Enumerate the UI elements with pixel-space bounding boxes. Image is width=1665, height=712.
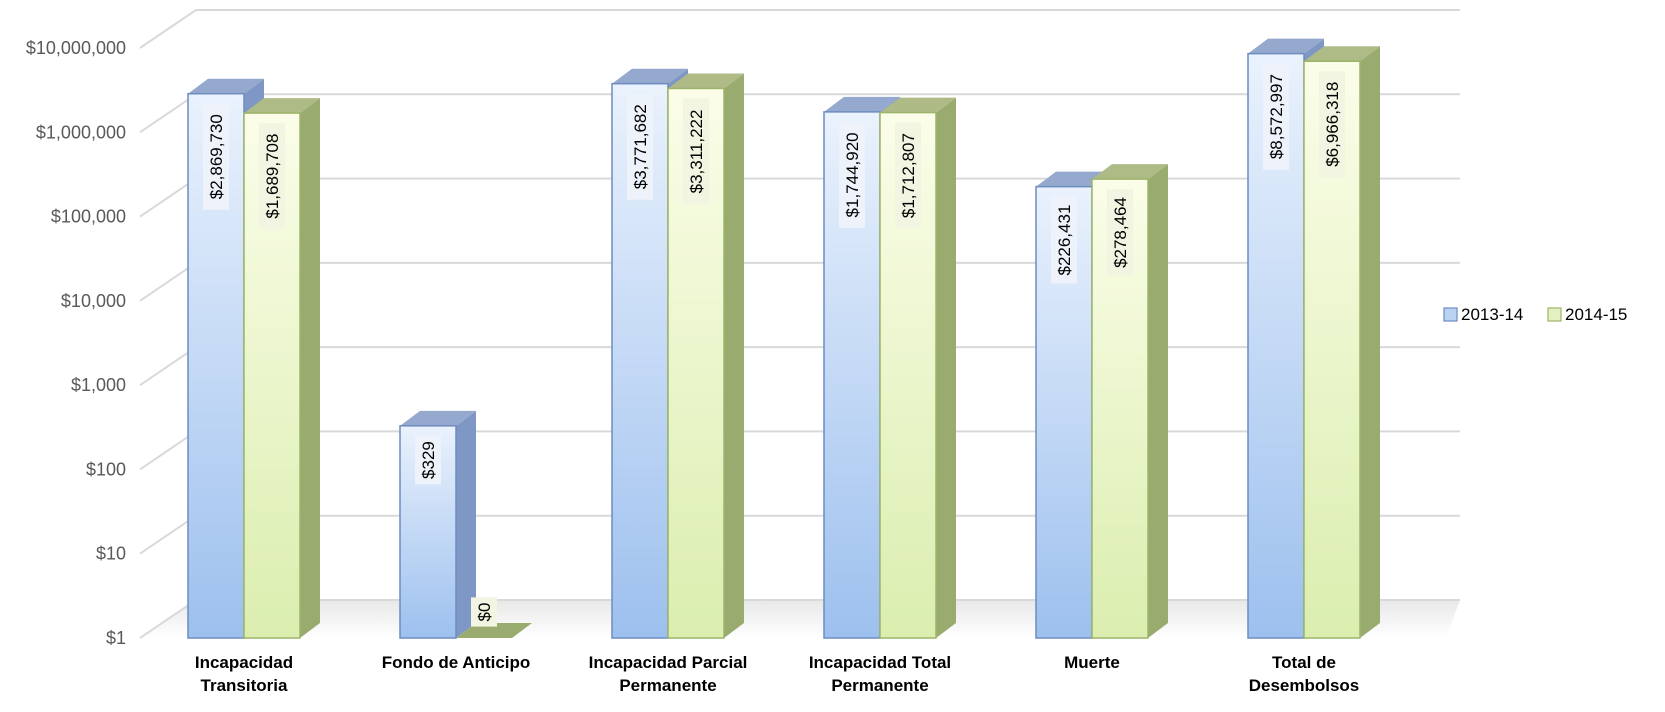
data-label-text: $2,869,730 <box>207 114 226 199</box>
bar-side <box>456 410 476 638</box>
data-label-text: $3,771,682 <box>631 104 650 189</box>
legend-swatch <box>1547 307 1562 322</box>
bar-side <box>936 97 956 639</box>
data-label-bg <box>203 103 229 210</box>
legend-label: 2013-14 <box>1461 305 1523 324</box>
data-label-bg <box>895 122 921 229</box>
data-label-bg <box>1107 189 1133 276</box>
data-label: $1,744,920 <box>839 121 865 228</box>
bar-top <box>824 96 900 112</box>
category-label: Fondo de Anticipo <box>382 653 531 672</box>
data-label-bg <box>839 121 865 228</box>
bar <box>456 623 532 638</box>
y-tick-label: $100,000 <box>51 207 126 227</box>
data-label-bg <box>259 123 285 230</box>
data-label-text: $3,311,222 <box>687 110 706 194</box>
bar-side <box>300 98 320 638</box>
category-label: Incapacidad Transitoria <box>195 653 293 695</box>
gridline-side <box>139 346 197 386</box>
y-tick-label: $10,000,000 <box>26 38 126 58</box>
gridline-side <box>139 262 197 302</box>
data-label: $1,689,708 <box>259 123 285 230</box>
data-label: $3,771,682 <box>627 93 653 200</box>
gridline-side <box>139 9 197 49</box>
bar-top <box>244 98 320 114</box>
bar-top <box>1092 164 1168 180</box>
bar-top <box>612 68 688 84</box>
bar-side <box>1148 164 1168 639</box>
gridline-side <box>139 430 197 471</box>
legend-label: 2014-15 <box>1565 305 1627 324</box>
data-label-bg <box>683 98 709 205</box>
data-label-text: $226,431 <box>1055 205 1074 276</box>
data-label-bg <box>1051 196 1077 284</box>
data-label: $3,311,222 <box>683 98 709 205</box>
data-label-text: $1,744,920 <box>843 132 862 217</box>
category-label: Total de Desembolsos <box>1249 653 1360 695</box>
y-tick-label: $1,000 <box>71 375 126 395</box>
y-tick-label: $10 <box>96 544 126 564</box>
data-label-bg <box>627 93 653 200</box>
bar-top <box>188 78 264 94</box>
y-tick-label: $1,000,000 <box>36 122 126 142</box>
category-label: Incapacidad Total Permanente <box>809 653 951 695</box>
data-label: $1,712,807 <box>895 122 921 229</box>
bar-top <box>668 73 744 89</box>
data-label: $329 <box>415 435 441 485</box>
data-label-text: $8,572,997 <box>1267 74 1286 159</box>
legend: 2013-14 2014-15 <box>1443 305 1627 324</box>
bar-side <box>1360 46 1380 638</box>
legend-swatch <box>1443 307 1458 322</box>
y-tick-label: $1 <box>106 628 126 648</box>
bar-top <box>400 410 476 426</box>
x-axis: Incapacidad Transitoria Fondo de Anticipo I… <box>195 653 1359 695</box>
data-label-text: $6,966,318 <box>1323 82 1342 167</box>
data-label-text: $0 <box>475 603 494 622</box>
data-label: $6,966,318 <box>1319 71 1345 178</box>
gridline-side <box>139 514 197 555</box>
data-label-text: $1,712,807 <box>899 133 918 218</box>
data-label-bg <box>1263 63 1289 170</box>
gridline-side <box>139 93 197 134</box>
gridline-side <box>139 599 197 639</box>
y-axis: $1 $10 $100 $1,000 $10,000 $100,000 $1,000,000… <box>26 38 126 648</box>
data-label-bg <box>1319 71 1345 178</box>
bars: $2,869,730 $1,689,708 $329 $0 $3,771,682 $3,3… <box>187 38 1380 639</box>
data-label: $8,572,997 <box>1263 63 1289 170</box>
data-label: $278,464 <box>1107 189 1133 276</box>
y-tick-label: $10,000 <box>61 291 126 311</box>
category-label: Muerte <box>1064 653 1120 672</box>
data-label-text: $329 <box>419 441 438 479</box>
data-label-text: $1,689,708 <box>263 134 282 219</box>
data-label: $2,869,730 <box>203 103 229 210</box>
y-tick-label: $100 <box>86 459 126 479</box>
data-label-bg <box>471 597 497 627</box>
gridline-side <box>139 177 197 218</box>
data-label-text: $278,464 <box>1111 197 1130 268</box>
data-label: $0 <box>471 597 497 627</box>
data-label-bg <box>415 435 441 485</box>
bar-top <box>1304 46 1380 62</box>
data-label: $226,431 <box>1051 196 1077 284</box>
bar-top <box>1248 38 1324 54</box>
bar-side <box>724 73 744 638</box>
category-label: Incapacidad Parcial Permanente <box>589 653 748 695</box>
bar-top <box>880 97 956 113</box>
